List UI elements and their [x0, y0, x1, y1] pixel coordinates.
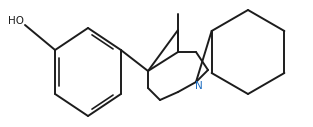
Text: N: N: [195, 81, 203, 91]
Text: HO: HO: [8, 16, 24, 26]
